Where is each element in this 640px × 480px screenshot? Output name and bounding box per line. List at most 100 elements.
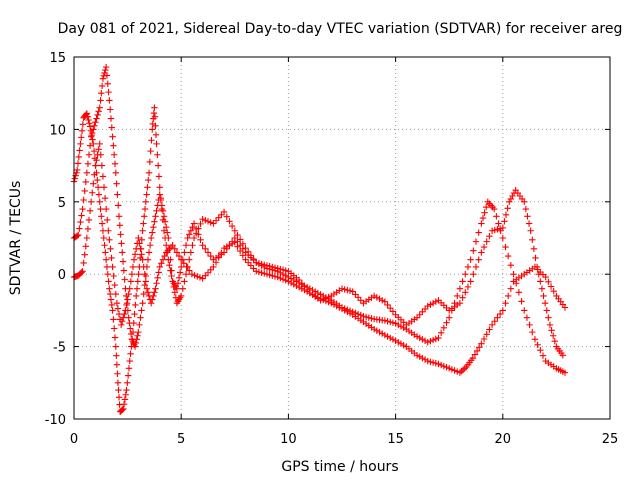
data-point [527,227,534,234]
data-point [541,299,549,307]
data-point [79,205,86,213]
data-point [106,236,113,244]
data-point [76,225,83,232]
y-tick-label: 0 [58,268,66,283]
data-point [157,196,165,204]
data-point [521,307,528,314]
data-point [144,256,152,263]
data-point [481,209,488,216]
data-point [202,245,209,253]
data-point [164,229,171,236]
data-point [111,151,118,158]
data-point [250,255,257,263]
data-point [504,252,512,260]
data-point [119,258,127,265]
data-point [507,285,515,292]
data-point [495,220,502,227]
data-point [123,301,130,309]
data-point [234,231,241,239]
data-point [155,173,163,180]
x-tick-label: 20 [495,432,512,447]
data-point [81,187,88,195]
data-point [242,244,249,252]
data-point [486,232,493,240]
data-point [195,225,202,232]
data-point [215,254,222,261]
data-point [148,137,155,144]
data-point [103,263,111,271]
series-satellite-track-c [70,140,569,376]
data-point [529,236,536,244]
data-point [156,263,163,271]
data-point [171,245,178,253]
data-point [540,292,547,300]
data-point [550,288,557,295]
data-point [127,278,135,285]
data-point [112,343,120,350]
data-point [173,249,181,256]
data-point [149,296,156,303]
data-point [548,327,555,334]
data-point [193,230,200,237]
data-point [454,292,461,300]
y-tick-label: 10 [49,123,66,138]
data-point [178,292,185,300]
data-point [128,271,136,278]
data-point [158,260,165,267]
data-point [106,290,114,298]
data-point [153,280,160,287]
y-tick-label: 15 [49,51,66,66]
data-point [74,232,81,240]
data-point [154,151,161,158]
data-point [115,202,122,209]
data-point [82,243,89,250]
data-point [467,256,474,263]
data-point [87,133,95,140]
data-point [151,104,158,111]
data-point [546,321,554,329]
data-point [159,256,167,263]
data-point [93,156,100,164]
data-point [94,184,102,191]
data-point [210,263,217,271]
data-point [212,259,220,266]
data-point [472,263,480,271]
data-point [470,247,477,254]
data-point [456,299,464,307]
data-point [107,245,114,253]
data-point [83,234,91,242]
data-point [149,126,156,133]
data-point [95,146,102,153]
data-point [173,285,181,292]
data-point [86,123,94,130]
data-point [220,208,228,216]
data-point [72,172,79,179]
data-point [129,263,137,271]
data-point [491,318,498,325]
data-point [133,336,140,343]
data-point [97,205,104,213]
data-point [381,298,389,305]
data-points [70,63,569,415]
data-point [133,285,141,292]
data-point [239,252,247,259]
data-point [166,261,173,269]
data-point [559,352,567,359]
data-point [182,271,190,278]
data-point [103,72,111,79]
data-point [190,220,198,227]
data-point [239,240,247,247]
data-point [116,222,124,229]
data-point [83,169,91,177]
data-point [298,280,305,287]
data-point [115,213,123,220]
data-point [87,198,95,205]
data-point [102,249,109,256]
data-point [534,341,541,348]
data-point [506,198,513,205]
data-point [522,205,530,213]
data-point [543,307,550,314]
data-point [152,122,159,129]
data-point [83,110,91,117]
